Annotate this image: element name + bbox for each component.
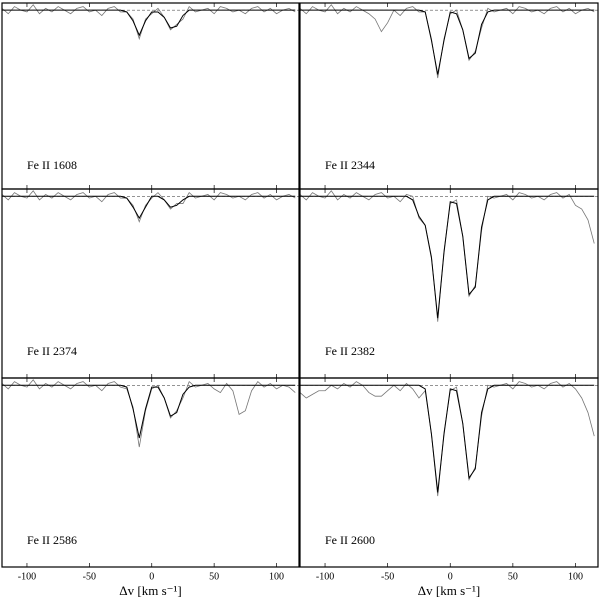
x-tick-label: 50 <box>209 571 219 582</box>
x-tick-label: -100 <box>316 571 334 582</box>
model-fit <box>300 195 595 319</box>
panel-frame <box>1 377 300 568</box>
observed-spectrum <box>299 190 595 322</box>
model-fit <box>300 9 595 75</box>
observed-spectrum <box>299 381 595 497</box>
model-fit <box>2 9 296 37</box>
observed-spectrum <box>1 190 296 223</box>
model-fit <box>2 384 296 439</box>
x-tick-label: 0 <box>149 571 154 582</box>
x-tick-label: 0 <box>448 571 453 582</box>
x-tick-label: -50 <box>83 571 96 582</box>
observed-spectrum <box>299 4 595 79</box>
x-axis-label: Δv [km s⁻¹] <box>418 583 480 598</box>
x-tick-label: 100 <box>568 571 583 582</box>
panel-frame <box>299 377 599 568</box>
x-axis-label: Δv [km s⁻¹] <box>119 583 181 598</box>
x-tick-label: 100 <box>269 571 284 582</box>
transition-label: Fe II 2600 <box>325 533 375 547</box>
transition-label: Fe II 2586 <box>27 533 77 547</box>
model-fit <box>2 195 296 220</box>
x-tick-label: -100 <box>18 571 36 582</box>
x-tick-label: -50 <box>381 571 394 582</box>
observed-spectrum <box>1 379 296 448</box>
transition-label: Fe II 2374 <box>27 344 77 358</box>
transition-label: Fe II 1608 <box>27 158 77 172</box>
transition-label: Fe II 2344 <box>325 158 375 172</box>
model-fit <box>300 384 595 493</box>
transition-label: Fe II 2382 <box>325 344 375 358</box>
x-tick-label: 50 <box>508 571 518 582</box>
